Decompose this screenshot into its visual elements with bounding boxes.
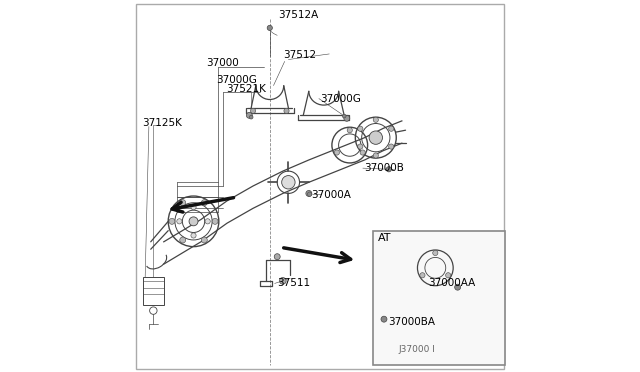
Circle shape xyxy=(381,316,387,322)
Circle shape xyxy=(180,237,186,243)
Text: 37000G: 37000G xyxy=(216,75,257,85)
Circle shape xyxy=(177,219,182,224)
Text: AT: AT xyxy=(378,233,391,243)
Circle shape xyxy=(433,250,438,256)
Text: 37125K: 37125K xyxy=(142,118,182,128)
Text: 37512A: 37512A xyxy=(278,10,319,20)
Circle shape xyxy=(202,237,207,243)
Text: 37521K: 37521K xyxy=(227,84,266,93)
Circle shape xyxy=(267,25,273,31)
Circle shape xyxy=(212,218,218,224)
Circle shape xyxy=(373,153,378,158)
Circle shape xyxy=(280,278,286,284)
Text: J37000 I: J37000 I xyxy=(398,345,435,354)
Circle shape xyxy=(454,284,461,290)
Text: 37511: 37511 xyxy=(277,278,310,288)
Circle shape xyxy=(358,144,363,149)
Circle shape xyxy=(307,192,312,196)
Text: 37000BA: 37000BA xyxy=(388,317,435,327)
Circle shape xyxy=(191,205,196,210)
Text: 37000A: 37000A xyxy=(312,190,351,200)
Circle shape xyxy=(250,115,253,119)
Circle shape xyxy=(284,108,289,113)
Bar xyxy=(143,277,164,305)
Circle shape xyxy=(369,131,383,144)
Circle shape xyxy=(191,233,196,238)
Circle shape xyxy=(275,254,280,260)
Text: 37000G: 37000G xyxy=(320,94,361,103)
Circle shape xyxy=(420,273,425,278)
Text: 37000: 37000 xyxy=(207,58,239,68)
Circle shape xyxy=(373,117,378,122)
Circle shape xyxy=(250,108,255,113)
Circle shape xyxy=(180,200,186,206)
Circle shape xyxy=(388,144,394,149)
Circle shape xyxy=(202,200,207,206)
Circle shape xyxy=(358,126,363,131)
Circle shape xyxy=(282,176,295,189)
Circle shape xyxy=(342,114,346,118)
Bar xyxy=(373,231,505,365)
Circle shape xyxy=(344,115,349,121)
Circle shape xyxy=(306,190,312,196)
Circle shape xyxy=(246,112,252,118)
Text: 37000B: 37000B xyxy=(365,163,404,173)
Circle shape xyxy=(205,219,211,224)
Circle shape xyxy=(360,150,365,155)
Circle shape xyxy=(334,150,339,155)
Circle shape xyxy=(388,126,394,131)
Text: 37512: 37512 xyxy=(283,50,316,60)
Circle shape xyxy=(386,167,392,172)
Circle shape xyxy=(347,128,353,133)
Circle shape xyxy=(189,217,198,226)
Circle shape xyxy=(169,218,175,224)
Text: 37000AA: 37000AA xyxy=(429,278,476,288)
Circle shape xyxy=(445,273,451,278)
